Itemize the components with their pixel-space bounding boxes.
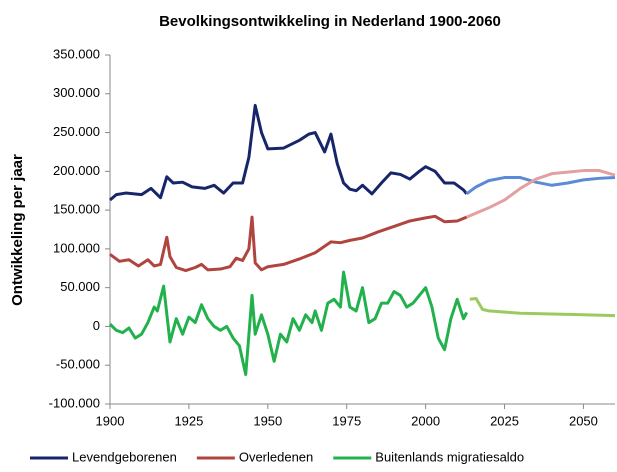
x-tick-label: 2050 (569, 413, 598, 428)
y-tick-label: 100.000 (53, 240, 100, 255)
y-tick-label: -50.000 (56, 357, 100, 372)
x-tick-label: 2025 (490, 413, 519, 428)
y-tick-label: 300.000 (53, 85, 100, 100)
y-axis-title: Ontwikkeling per jaar (9, 154, 26, 306)
x-tick-label: 2000 (411, 413, 440, 428)
series-line (465, 176, 616, 196)
y-tick-label: 200.000 (53, 163, 100, 178)
series-line (466, 169, 616, 219)
series-line (108, 270, 468, 377)
y-tick-label: 250.000 (53, 124, 100, 139)
y-tick-label: 150.000 (53, 202, 100, 217)
x-tick-label: 1900 (96, 413, 125, 428)
y-tick-label: 0 (93, 318, 100, 333)
y-tick-label: -100.000 (49, 395, 100, 410)
y-tick-label: 350.000 (53, 46, 100, 61)
x-tick-label: 1975 (332, 413, 361, 428)
legend-label: Levendgeborenen (72, 449, 177, 464)
series-line (469, 297, 616, 318)
legend-label: Overledenen (239, 449, 313, 464)
x-tick-label: 1925 (174, 413, 203, 428)
legend-label: Buitenlands migratiesaldo (375, 449, 524, 464)
x-tick-label: 1950 (253, 413, 282, 428)
y-tick-label: 50.000 (60, 279, 100, 294)
series-line (109, 214, 468, 273)
chart-title: Bevolkingsontwikkeling in Nederland 1900… (159, 13, 501, 30)
series-line (109, 103, 468, 202)
